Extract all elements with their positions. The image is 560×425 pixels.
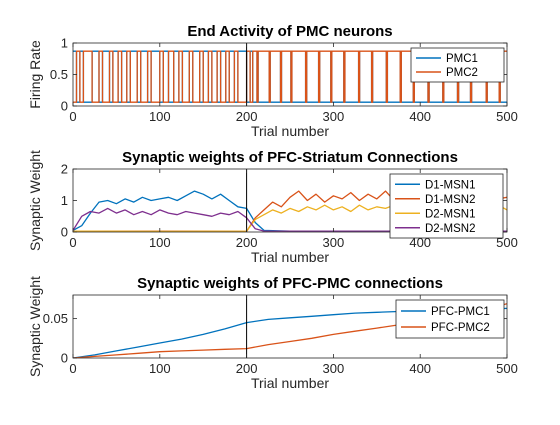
legend-label: PMC2 — [446, 67, 478, 79]
subplot-1: 0 100 200 300 400 500 0 0.5 1 End Activity of PMC… — [27, 23, 518, 139]
legend-label: PMC1 — [446, 53, 478, 65]
x-tick-label: 200 — [236, 235, 258, 250]
x-tick-label: 400 — [409, 109, 431, 124]
legend-box — [395, 299, 505, 339]
legend-label: PFC-PMC2 — [431, 322, 490, 334]
x-tick-label: 500 — [496, 109, 518, 124]
y-tick-label: 0 — [61, 225, 68, 240]
legend-label: PFC-PMC1 — [431, 306, 490, 318]
y-axis-label: Synaptic Weight — [27, 276, 43, 377]
x-tick-label: 0 — [69, 235, 76, 250]
chart-title: Synaptic weights of PFC-PMC connections — [137, 275, 443, 292]
y-tick-label: 1 — [61, 193, 68, 208]
x-axis-label: Trial number — [251, 375, 329, 391]
legend-box — [410, 47, 505, 83]
x-tick-label: 100 — [149, 361, 171, 376]
legend-label: D2-MSN2 — [425, 223, 475, 235]
y-tick-label: 1 — [61, 36, 68, 51]
legend-label: D1-MSN1 — [425, 179, 475, 191]
legend-label: D1-MSN2 — [425, 194, 475, 206]
x-tick-label: 300 — [323, 361, 345, 376]
chart-title: Synaptic weights of PFC-Striatum Connect… — [122, 149, 458, 166]
x-tick-label: 100 — [149, 235, 171, 250]
x-tick-label: 0 — [69, 361, 76, 376]
x-tick-label: 200 — [236, 361, 258, 376]
y-tick-label: 2 — [61, 162, 68, 177]
y-tick-label: 0.05 — [43, 311, 68, 326]
subplot-2: 0 100 200 300 400 500 0 1 2 Synaptic weights of P… — [27, 149, 518, 265]
axes-box — [72, 294, 508, 359]
y-tick-label: 0.5 — [50, 67, 68, 82]
x-tick-label: 0 — [69, 109, 76, 124]
subplot-3: 0 100 200 300 400 500 0 0.05 Synaptic weights of… — [27, 275, 518, 391]
x-axis-label: Trial number — [251, 249, 329, 265]
y-axis-label: Firing Rate — [27, 40, 43, 109]
x-tick-label: 500 — [496, 361, 518, 376]
x-tick-label: 500 — [496, 235, 518, 250]
y-tick-label: 0 — [61, 351, 68, 366]
y-axis-label: Synaptic Weight — [27, 150, 43, 251]
chart-title: End Activity of PMC neurons — [187, 23, 392, 40]
x-tick-label: 300 — [323, 109, 345, 124]
x-tick-label: 200 — [236, 109, 258, 124]
y-tick-label: 0 — [61, 99, 68, 114]
x-tick-label: 100 — [149, 109, 171, 124]
x-tick-label: 300 — [323, 235, 345, 250]
x-tick-label: 400 — [409, 361, 431, 376]
x-axis-label: Trial number — [251, 123, 329, 139]
x-tick-label: 400 — [409, 235, 431, 250]
legend-label: D2-MSN1 — [425, 208, 475, 220]
series-line-d2-msn2 — [73, 207, 507, 232]
